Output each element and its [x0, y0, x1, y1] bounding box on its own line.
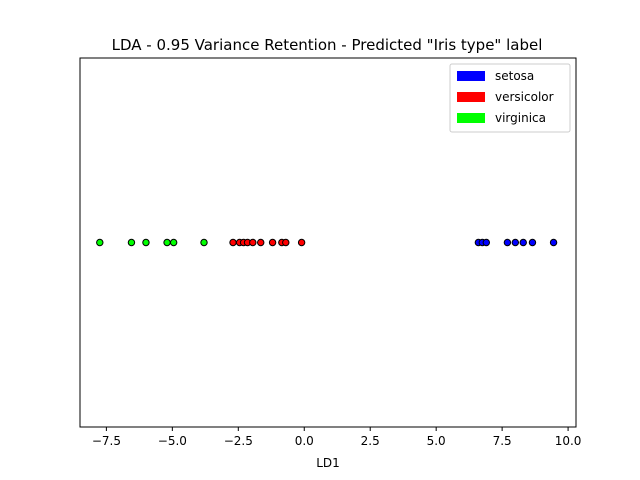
x-tick-label: 5.0 [427, 434, 446, 448]
x-tick-label: 0.0 [295, 434, 314, 448]
chart-title: LDA - 0.95 Variance Retention - Predicte… [112, 36, 543, 54]
data-point-setosa [549, 238, 558, 247]
data-point-versicolor [297, 238, 306, 247]
x-axis-label: LD1 [316, 456, 340, 470]
x-tick-label: −7.5 [92, 434, 121, 448]
data-point-versicolor [257, 238, 265, 247]
x-tick-label: 7.5 [493, 434, 512, 448]
data-point-virginica [127, 238, 136, 247]
x-tick-label: 2.5 [361, 434, 380, 448]
legend-swatch-virginica [457, 113, 485, 123]
legend-swatch-setosa [457, 71, 485, 81]
data-point-versicolor [268, 238, 277, 247]
x-tick-label: 10.0 [555, 434, 582, 448]
data-point-setosa [528, 238, 537, 247]
legend-label-versicolor: versicolor [495, 90, 554, 104]
data-point-setosa [511, 238, 520, 247]
data-point-virginica [96, 238, 104, 247]
data-point-virginica [200, 238, 208, 247]
data-point-setosa [482, 238, 490, 247]
data-point-versicolor [282, 238, 290, 247]
data-point-versicolor [229, 238, 237, 247]
data-point-versicolor [249, 238, 257, 247]
legend-swatch-versicolor [457, 92, 485, 102]
data-point-virginica [169, 238, 178, 247]
x-tick-label: −2.5 [224, 434, 253, 448]
legend: setosa versicolor virginica [449, 63, 571, 133]
x-axis-ticks: −7.5 −5.0 −2.5 0.0 2.5 5.0 7.5 10.0 [92, 427, 582, 448]
legend-label-setosa: setosa [495, 69, 534, 83]
data-point-setosa [519, 238, 527, 247]
x-tick-label: −5.0 [158, 434, 187, 448]
data-point-virginica [142, 238, 150, 247]
legend-label-virginica: virginica [495, 111, 546, 125]
data-point-setosa [503, 238, 512, 247]
data-point-virginica [163, 238, 171, 247]
data-points [96, 238, 558, 247]
